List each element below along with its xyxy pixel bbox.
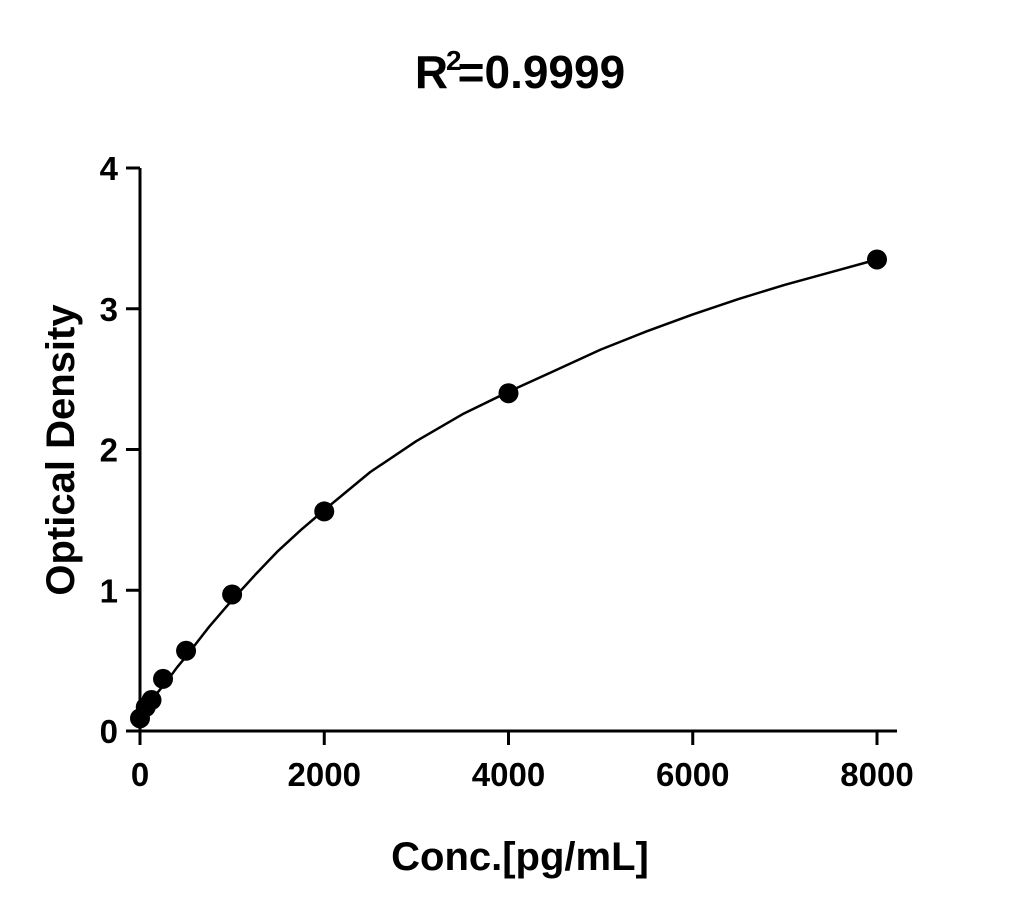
x-axis-title: Conc.[pg/mL] [391,835,649,879]
y-tick-label: 3 [100,291,118,328]
x-tick-label: 0 [131,756,149,793]
data-point [153,668,174,689]
x-tick-label: 8000 [840,756,913,793]
y-tick-label: 1 [100,572,118,609]
x-tick-label: 6000 [656,756,729,793]
data-point [867,249,887,270]
y-tick-label: 4 [100,150,119,187]
x-tick-label: 4000 [472,756,545,793]
axes: 0 2000 4000 6000 8000 0 1 2 3 4 [100,150,914,793]
data-point [176,640,197,661]
data-point [222,584,243,605]
y-tick-label: 0 [100,713,118,750]
data-point [498,383,519,404]
title-suffix: =0.9999 [457,46,626,98]
y-tick-label: 2 [100,432,118,469]
plot-area [130,249,887,729]
title-superscript: 2 [446,45,462,76]
chart-title: R2=0.9999 [0,42,1017,102]
title-main: R [414,46,449,98]
data-point [314,501,335,522]
y-axis-title: Optical Density [39,304,83,596]
x-tick-label: 2000 [288,756,361,793]
fit-curve [138,258,879,720]
data-point [141,690,162,711]
